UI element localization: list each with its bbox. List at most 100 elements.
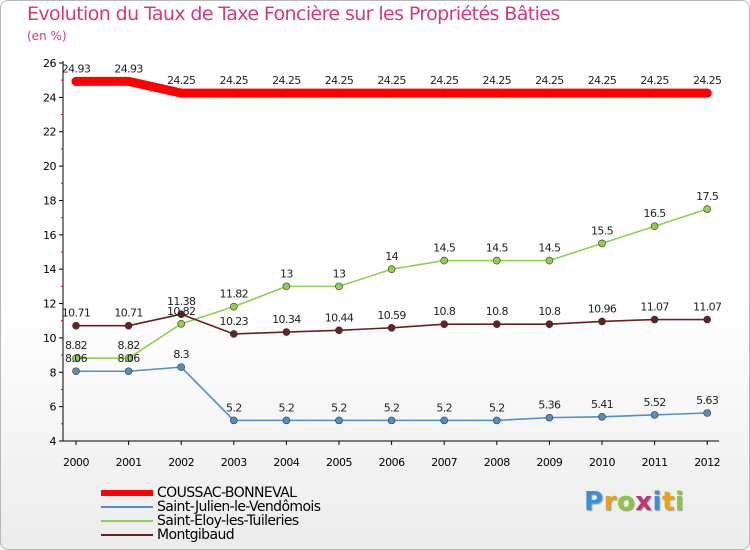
data-label: 10.82 bbox=[167, 305, 196, 318]
data-point bbox=[492, 320, 501, 328]
data-label: 8.82 bbox=[65, 339, 87, 352]
data-label: 10.96 bbox=[588, 302, 617, 315]
data-label: 17.5 bbox=[696, 190, 719, 203]
x-tick-label: 2009 bbox=[536, 456, 562, 469]
data-point bbox=[177, 310, 185, 318]
data-point bbox=[282, 328, 291, 336]
data-point bbox=[492, 88, 502, 98]
data-label: 10.34 bbox=[272, 313, 301, 326]
data-label: 24.25 bbox=[220, 74, 249, 87]
data-label: 5.2 bbox=[226, 401, 242, 414]
data-point bbox=[230, 330, 238, 338]
data-point bbox=[492, 256, 501, 265]
x-tick-label: 2011 bbox=[642, 456, 668, 469]
data-point bbox=[598, 412, 606, 421]
logo-letter: o bbox=[616, 487, 636, 517]
data-point bbox=[335, 326, 343, 335]
x-tick-label: 2003 bbox=[221, 456, 247, 469]
data-point bbox=[702, 88, 712, 98]
data-label: 10.23 bbox=[220, 315, 249, 328]
data-label: 10.8 bbox=[486, 305, 509, 318]
data-label: 11.07 bbox=[640, 301, 669, 314]
data-point bbox=[650, 88, 660, 98]
y-tick-label: 10 bbox=[43, 332, 56, 345]
data-label: 10.59 bbox=[377, 309, 406, 322]
data-point bbox=[72, 367, 80, 376]
y-tick-label: 22 bbox=[43, 126, 56, 139]
data-label: 8.06 bbox=[65, 352, 88, 365]
data-point bbox=[703, 409, 712, 417]
x-tick-label: 2000 bbox=[63, 456, 89, 469]
x-tick-label: 2012 bbox=[694, 456, 720, 469]
unit-label: (en %) bbox=[27, 29, 67, 43]
x-tick-label: 2008 bbox=[484, 456, 510, 469]
data-point bbox=[703, 205, 712, 213]
data-point bbox=[387, 88, 397, 98]
data-label: 24.25 bbox=[430, 74, 459, 87]
logo-letter: r bbox=[603, 487, 617, 517]
data-label: 10.71 bbox=[114, 307, 143, 320]
y-tick-label: 6 bbox=[50, 401, 57, 414]
data-label: 24.25 bbox=[325, 74, 354, 87]
data-label: 24.93 bbox=[62, 62, 91, 75]
y-tick-label: 24 bbox=[43, 91, 56, 104]
logo-letter: x bbox=[635, 487, 653, 517]
data-label: 14.5 bbox=[433, 242, 456, 255]
data-point bbox=[598, 239, 606, 248]
data-point bbox=[545, 413, 554, 422]
legend-label: COUSSAC-BONNEVAL bbox=[157, 485, 297, 501]
data-point bbox=[72, 321, 80, 330]
data-point bbox=[545, 320, 554, 328]
legend-label: Saint-Julien-le-Vendômois bbox=[157, 499, 321, 515]
x-tick-label: 2010 bbox=[589, 456, 615, 469]
legend-swatch bbox=[101, 490, 153, 496]
logo-letter: P bbox=[584, 487, 604, 517]
legend-swatch bbox=[101, 506, 153, 508]
logo-letter: i bbox=[674, 487, 685, 517]
data-label: 24.25 bbox=[693, 74, 722, 87]
data-point bbox=[440, 256, 449, 265]
data-point bbox=[387, 416, 396, 425]
x-tick-label: 2005 bbox=[326, 456, 352, 469]
chart-title: Evolution du Taux de Taxe Foncière sur l… bbox=[27, 3, 560, 25]
y-tick-label: 20 bbox=[43, 160, 56, 173]
data-label: 5.2 bbox=[331, 401, 347, 414]
data-label: 24.93 bbox=[114, 62, 143, 75]
data-point bbox=[440, 416, 449, 425]
data-label: 13 bbox=[333, 267, 346, 280]
data-label: 14 bbox=[385, 250, 398, 263]
data-point bbox=[176, 88, 186, 98]
data-label: 8.06 bbox=[118, 352, 141, 365]
data-label: 24.25 bbox=[483, 74, 512, 87]
data-label: 8.82 bbox=[118, 339, 140, 352]
data-label: 5.52 bbox=[644, 396, 666, 409]
y-tick-label: 14 bbox=[43, 263, 56, 276]
data-label: 24.25 bbox=[167, 74, 196, 87]
data-label: 10.8 bbox=[538, 305, 561, 318]
data-label: 10.71 bbox=[62, 307, 91, 320]
data-label: 11.07 bbox=[693, 301, 722, 314]
y-tick-label: 12 bbox=[43, 298, 56, 311]
y-tick-label: 26 bbox=[43, 57, 56, 70]
data-point bbox=[597, 88, 607, 98]
data-label: 11.38 bbox=[167, 295, 196, 308]
data-label: 5.41 bbox=[591, 398, 613, 411]
data-point bbox=[650, 411, 659, 419]
data-label: 15.5 bbox=[591, 224, 614, 237]
legend-swatch bbox=[101, 534, 153, 536]
data-point bbox=[177, 320, 185, 328]
data-label: 10.8 bbox=[433, 305, 456, 318]
data-point bbox=[230, 302, 238, 311]
data-point bbox=[387, 265, 396, 273]
data-label: 5.63 bbox=[696, 394, 719, 407]
y-tick-label: 8 bbox=[50, 366, 57, 379]
data-point bbox=[282, 282, 291, 291]
data-point bbox=[335, 282, 343, 291]
data-label: 5.2 bbox=[279, 401, 295, 414]
y-tick-label: 4 bbox=[50, 435, 57, 448]
data-label: 11.82 bbox=[220, 288, 249, 301]
data-label: 14.5 bbox=[486, 242, 509, 255]
data-label: 24.25 bbox=[588, 74, 617, 87]
